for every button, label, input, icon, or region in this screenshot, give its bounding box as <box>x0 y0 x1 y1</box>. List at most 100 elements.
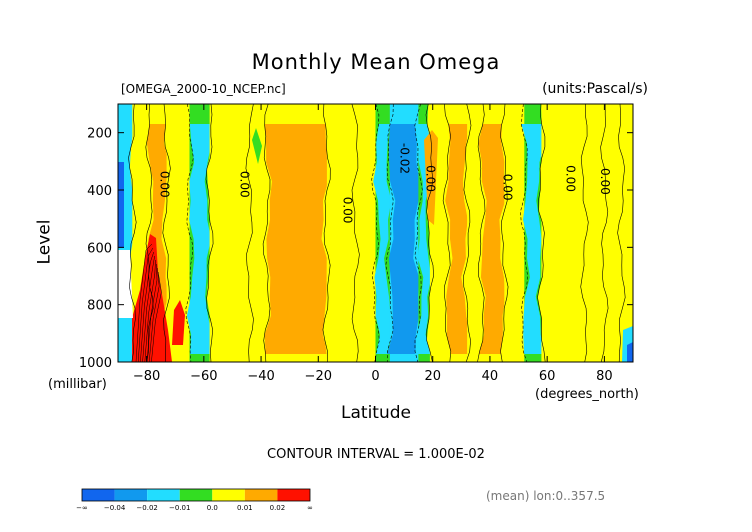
contour-band <box>264 124 328 354</box>
colorbar-label: 0.0 <box>207 504 218 512</box>
y-axis-unit: (millibar) <box>48 377 107 392</box>
deep-negative-patch <box>118 162 124 248</box>
colorbar-swatch <box>82 489 115 501</box>
contour-band <box>463 104 485 362</box>
contour-line <box>162 104 171 362</box>
contour-band <box>445 124 471 354</box>
contour-band <box>186 124 212 354</box>
contour-band <box>582 104 608 362</box>
contour-line <box>146 263 158 362</box>
contour-line <box>580 104 589 362</box>
contour-band <box>162 104 193 362</box>
colorbar-label: 0.02 <box>270 504 286 512</box>
contour-line <box>205 104 214 362</box>
contour-line <box>425 104 434 362</box>
contour-band <box>206 104 254 362</box>
contour-band <box>600 104 626 362</box>
positive-blob-south <box>172 300 185 345</box>
colorbar-swatch <box>114 489 148 501</box>
contour-band <box>501 104 528 362</box>
contour-line <box>322 104 331 362</box>
contour-label: -0.02 <box>398 143 412 174</box>
contour-line <box>600 104 609 362</box>
contour-line <box>144 259 156 362</box>
contour-line <box>537 104 546 362</box>
contour-band <box>387 124 420 354</box>
contour-line <box>463 104 472 362</box>
y-tick-label: 800 <box>87 299 112 314</box>
x-axis-unit: (degrees_north) <box>535 387 639 402</box>
contour-line <box>145 104 154 362</box>
contour-line <box>442 104 452 362</box>
contour-line <box>128 104 137 362</box>
contour-label: 0.00 <box>501 174 515 201</box>
colorbar-label: 0.01 <box>237 504 253 512</box>
contour-line <box>500 104 509 362</box>
contour-line <box>262 104 271 362</box>
x-tick-label: 40 <box>482 369 499 384</box>
colorbar-swatch <box>179 489 213 501</box>
contour-line <box>617 104 626 362</box>
colorbar-swatch <box>147 489 180 501</box>
contour-band <box>521 124 545 354</box>
contour-line <box>142 255 155 362</box>
colorbar-swatch <box>244 489 278 501</box>
units-label: (units:Pascal/s) <box>542 81 648 97</box>
contour-interval-note: CONTOUR INTERVAL = 1.000E-02 <box>267 447 485 462</box>
contour-line <box>151 271 162 362</box>
y-axis: 200 400 600 800 1000 <box>79 127 633 371</box>
contour-line <box>371 104 380 362</box>
y-tick-label: 600 <box>87 241 112 256</box>
colorbar-label: ∞ <box>307 504 313 512</box>
x-tick-label: −40 <box>247 369 274 384</box>
contour-line <box>185 104 194 362</box>
contour-band <box>537 104 587 362</box>
contour-band <box>146 124 169 354</box>
contour-line <box>351 104 360 362</box>
contour-line <box>137 247 154 362</box>
contour-band <box>617 104 633 362</box>
filled-contour-bands <box>118 104 633 362</box>
x-tick-label: 80 <box>596 369 613 384</box>
x-tick-label: 20 <box>424 369 441 384</box>
colorbar-frame <box>81 488 311 502</box>
y-tick-label: 1000 <box>79 356 112 371</box>
averaging-footnote: (mean) lon:0..357.5 <box>486 489 606 503</box>
x-tick-label: −80 <box>133 369 160 384</box>
contour-band <box>323 104 360 362</box>
colorbar-label: −0.04 <box>104 504 126 512</box>
colorbar-label: −0.01 <box>169 504 190 512</box>
contour-line <box>477 104 486 362</box>
contour-band <box>351 104 380 362</box>
chart-title: Monthly Mean Omega <box>251 50 501 74</box>
contour-line <box>385 104 394 362</box>
y-tick-label: 200 <box>87 127 112 142</box>
green-patch-midlat <box>252 128 262 164</box>
contour-band <box>478 124 506 354</box>
colorbar-label: −0.02 <box>136 504 157 512</box>
contour-line <box>148 267 160 362</box>
contour-line <box>414 104 423 362</box>
x-tick-label: 60 <box>539 369 556 384</box>
y-tick-label: 400 <box>87 184 112 199</box>
colorbar-label: −∞ <box>76 504 88 512</box>
contour-line <box>245 104 254 362</box>
contour-line <box>135 243 153 362</box>
strong-positive-region <box>132 234 172 362</box>
x-axis: −80 −60 −40 −20 0 20 40 60 80 <box>133 104 613 384</box>
dataset-filename: [OMEGA_2000-10_NCEP.nc] <box>121 82 286 96</box>
contour-label: 0.00 <box>237 171 251 198</box>
x-tick-label: −20 <box>305 369 332 384</box>
contour-overlays <box>118 128 633 362</box>
colorbar-swatch <box>212 489 245 501</box>
contour-lines <box>128 104 626 362</box>
colorbar-legend: −∞ −0.04 −0.02 −0.01 0.0 0.01 0.02 ∞ <box>76 488 313 512</box>
contour-label: 0.00 <box>564 165 578 192</box>
blue-patch-north <box>627 342 633 362</box>
contour-label: 0.00 <box>423 165 437 192</box>
contour-label: 0.00 <box>157 171 171 198</box>
contour-band <box>245 104 270 362</box>
white-no-data-patch <box>118 250 133 318</box>
contour-line <box>140 251 154 362</box>
x-tick-label: −60 <box>190 369 217 384</box>
